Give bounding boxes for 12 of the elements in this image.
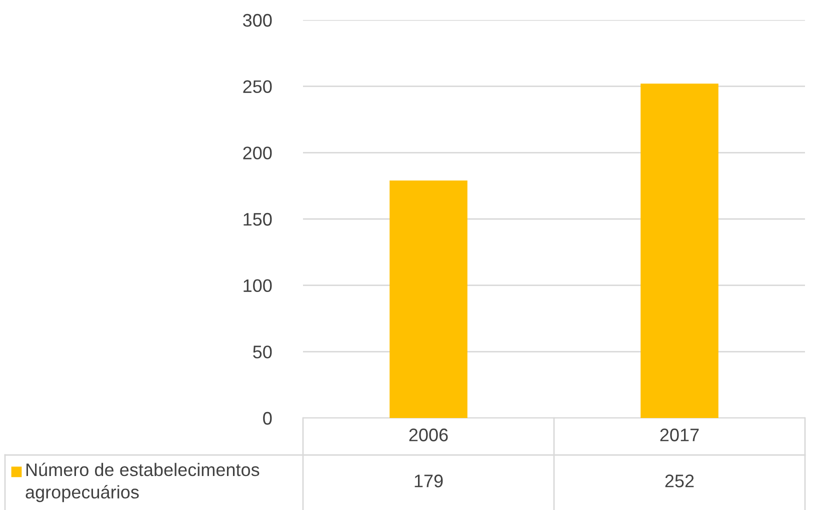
y-tick-label: 100 [244, 279, 272, 292]
y-tick-label: 50 [253, 346, 272, 358]
y-tick-label: 0 [263, 412, 272, 425]
data-label: 179 [414, 474, 443, 488]
data-label: 252 [665, 474, 694, 488]
x-tick-label: 2017 [660, 428, 699, 442]
y-tick-label: 250 [243, 80, 272, 94]
y-tick-label: 150 [244, 212, 272, 226]
y-tick-label: 200 [243, 146, 272, 160]
legend-label: Número de estabelecimentos agropecuários [26, 462, 260, 502]
x-tick-label: 2006 [409, 428, 448, 442]
y-tick-label: 300 [243, 14, 272, 27]
